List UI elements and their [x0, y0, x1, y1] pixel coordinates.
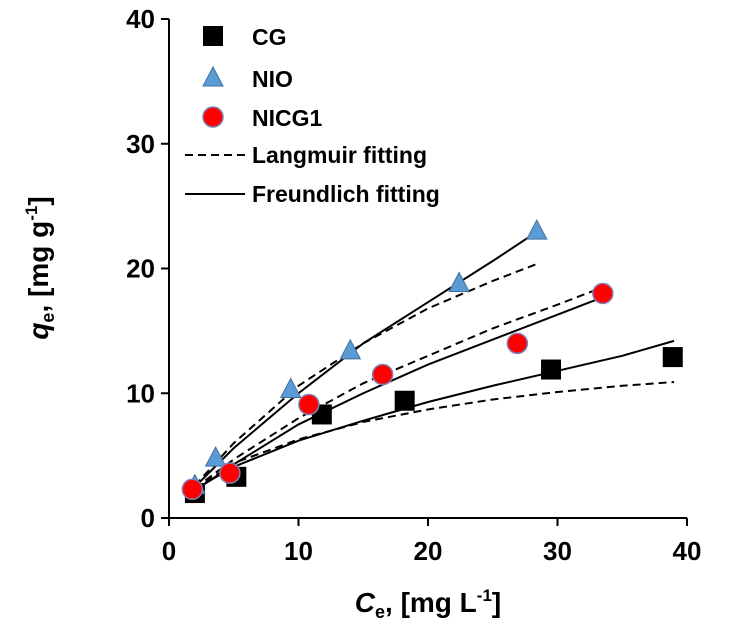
langmuir-fit-line-nicg1: [194, 283, 610, 489]
x-tick-label: 30: [543, 536, 572, 566]
fit-lines: [194, 230, 675, 492]
legend-label: Freundlich fitting: [252, 181, 440, 207]
data-point-nicg1: [298, 393, 320, 416]
y-tick-label: 30: [126, 129, 155, 159]
legend-entry-nio: NIO: [202, 65, 293, 92]
data-point-cg: [394, 390, 415, 411]
legend-marker-nicg1: [202, 106, 224, 128]
data-points: [181, 219, 683, 504]
y-tick-label: 10: [126, 378, 155, 408]
langmuir-fit-line-nio: [194, 262, 539, 487]
freundlich-fit-line-nicg1: [194, 293, 610, 492]
legend-label: NIO: [252, 66, 293, 92]
data-point-nio: [204, 446, 227, 467]
data-point-nio: [448, 271, 470, 292]
legend-entry-cg: CG: [203, 24, 287, 50]
langmuir-fit-line-cg: [194, 381, 675, 491]
legend-entry-langmuir-fitting: Langmuir fitting: [185, 142, 427, 168]
data-point-nicg1: [592, 282, 614, 305]
legend-marker-nio: [202, 65, 224, 87]
data-point-cg: [541, 359, 562, 380]
legend-entry-nicg1: NICG1: [202, 105, 323, 131]
x-tick-label: 20: [414, 536, 443, 566]
data-point-nicg1: [371, 363, 394, 386]
y-tick-label: 40: [126, 4, 155, 34]
freundlich-fit-line-nio: [194, 230, 539, 488]
x-tick-label: 40: [673, 536, 702, 566]
x-axis-title: Ce, [mg L-1]: [355, 586, 501, 622]
legend: CG NIO NICG1 Langmuir fitting Freundlich fit…: [185, 24, 440, 207]
data-point-nio: [339, 338, 362, 360]
y-axis-title: qe, [mg g-1]: [22, 196, 58, 339]
data-point-nio: [525, 219, 548, 240]
data-point-nicg1: [181, 478, 204, 501]
legend-entry-freundlich-fitting: Freundlich fitting: [185, 181, 440, 207]
y-tick-label: 20: [126, 254, 155, 284]
data-point-nicg1: [506, 332, 529, 355]
data-point-nicg1: [219, 462, 241, 484]
legend-label: NICG1: [252, 105, 323, 131]
x-tick-label: 0: [162, 536, 176, 566]
freundlich-fit-line-cg: [194, 339, 675, 491]
legend-marker-cg: [203, 26, 223, 46]
data-point-cg: [662, 347, 683, 368]
tick-marks-and-labels: 0 10 20 30 40 0 10 20 30 40: [126, 4, 701, 566]
legend-label: Langmuir fitting: [252, 142, 427, 168]
axes: [168, 19, 687, 519]
y-tick-label: 0: [141, 503, 155, 533]
x-tick-label: 10: [284, 536, 313, 566]
data-point-nio: [279, 377, 302, 399]
legend-label: CG: [252, 24, 287, 50]
